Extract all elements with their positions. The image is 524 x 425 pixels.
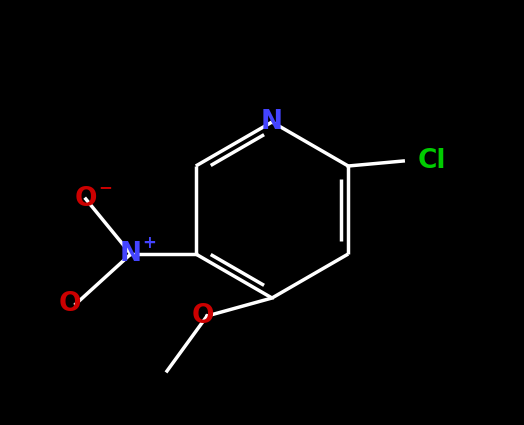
Text: +: + [142, 234, 156, 252]
Text: Cl: Cl [417, 148, 446, 174]
Text: −: − [98, 178, 112, 196]
Text: O: O [192, 303, 214, 329]
Text: N: N [120, 241, 142, 267]
Text: N: N [261, 109, 283, 135]
Text: O: O [59, 291, 81, 317]
Text: O: O [74, 186, 97, 212]
